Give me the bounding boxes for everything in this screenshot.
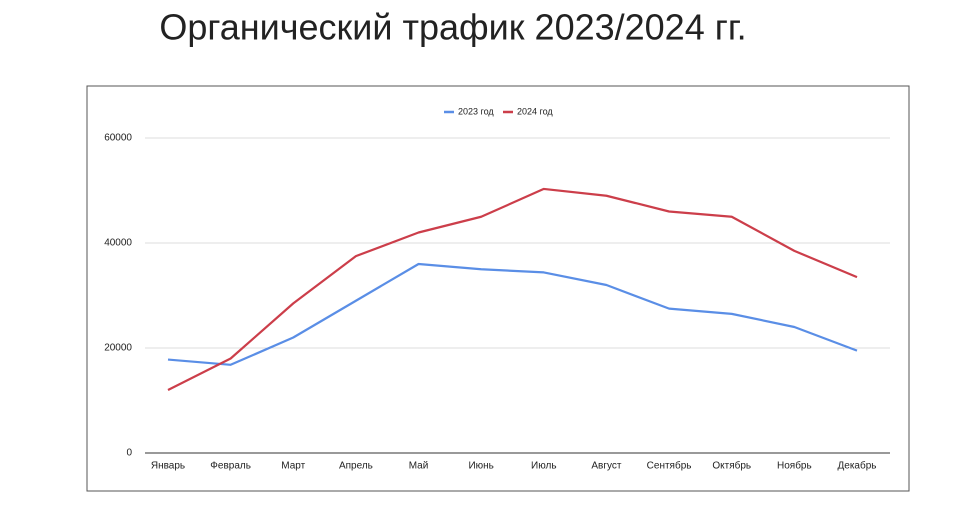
x-tick-label: Сентябрь [647, 460, 692, 472]
x-tick-label: Ноябрь [777, 460, 812, 472]
y-tick-label: 20000 [104, 343, 132, 354]
series-line [167, 187, 858, 391]
y-tick-label: 0 [126, 448, 132, 459]
x-tick-label: Январь [151, 461, 185, 472]
x-tick-label: Декабрь [838, 460, 877, 472]
chart-title: Органический трафик 2023/2024 гг. [159, 7, 746, 48]
x-tick-label: Июнь [468, 461, 493, 472]
legend-label: 2024 год [517, 106, 553, 116]
chart-frame [86, 85, 910, 492]
x-tick-label: Июль [531, 461, 557, 472]
x-tick-label: Май [409, 461, 429, 472]
x-tick-label: Октябрь [712, 460, 751, 472]
x-tick-label: Апрель [339, 461, 373, 472]
legend-label: 2023 год [458, 106, 494, 116]
x-tick-label: Март [281, 461, 305, 472]
y-tick-label: 40000 [104, 238, 132, 249]
x-tick-label: Февраль [210, 461, 251, 472]
x-tick-label: Август [591, 461, 622, 472]
y-tick-label: 60000 [104, 133, 132, 144]
series-line [167, 262, 858, 366]
